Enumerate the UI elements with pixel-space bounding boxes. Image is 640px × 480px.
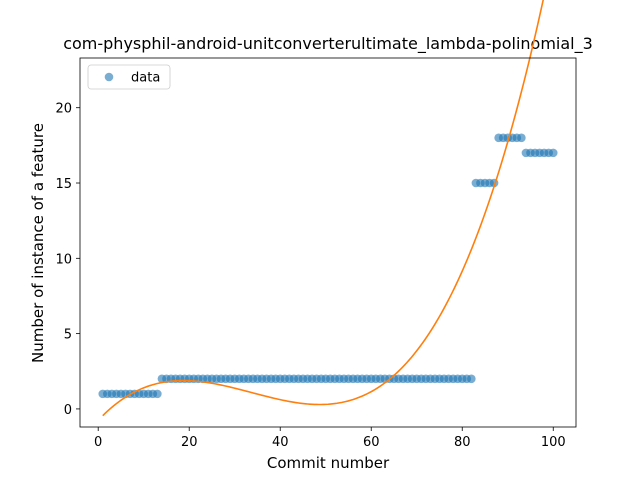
y-tick-label: 20 bbox=[55, 102, 72, 117]
x-axis: 0 20 40 60 80 100 bbox=[94, 427, 566, 450]
y-axis: 0 5 10 15 20 bbox=[55, 102, 80, 418]
x-tick-label: 100 bbox=[541, 435, 566, 450]
x-tick-label: 0 bbox=[94, 435, 102, 450]
legend: data bbox=[87, 64, 171, 90]
data-point-92 bbox=[517, 133, 526, 143]
data-point-81 bbox=[467, 374, 476, 384]
data-point-12 bbox=[153, 389, 162, 399]
x-tick-label: 20 bbox=[181, 435, 198, 450]
y-tick-label: 5 bbox=[64, 328, 72, 343]
x-axis-label: Commit number bbox=[267, 454, 390, 472]
plot-area bbox=[79, 0, 577, 428]
y-tick-label: 0 bbox=[64, 403, 72, 418]
data-point-99 bbox=[548, 148, 558, 158]
axes-frame bbox=[79, 57, 577, 428]
legend-label-data: data bbox=[131, 71, 160, 86]
chart-title: com-physphil-android-unitconverterultima… bbox=[63, 34, 593, 54]
y-tick-label: 10 bbox=[55, 252, 72, 267]
legend-marker-data bbox=[104, 72, 114, 82]
x-tick-label: 80 bbox=[454, 435, 471, 450]
y-tick-label: 15 bbox=[55, 177, 72, 192]
fit-curve bbox=[102, 0, 545, 417]
legend-box bbox=[87, 64, 171, 90]
y-axis-label: Number of instance of a feature bbox=[29, 123, 47, 363]
x-tick-label: 40 bbox=[272, 435, 289, 450]
x-tick-label: 60 bbox=[363, 435, 380, 450]
